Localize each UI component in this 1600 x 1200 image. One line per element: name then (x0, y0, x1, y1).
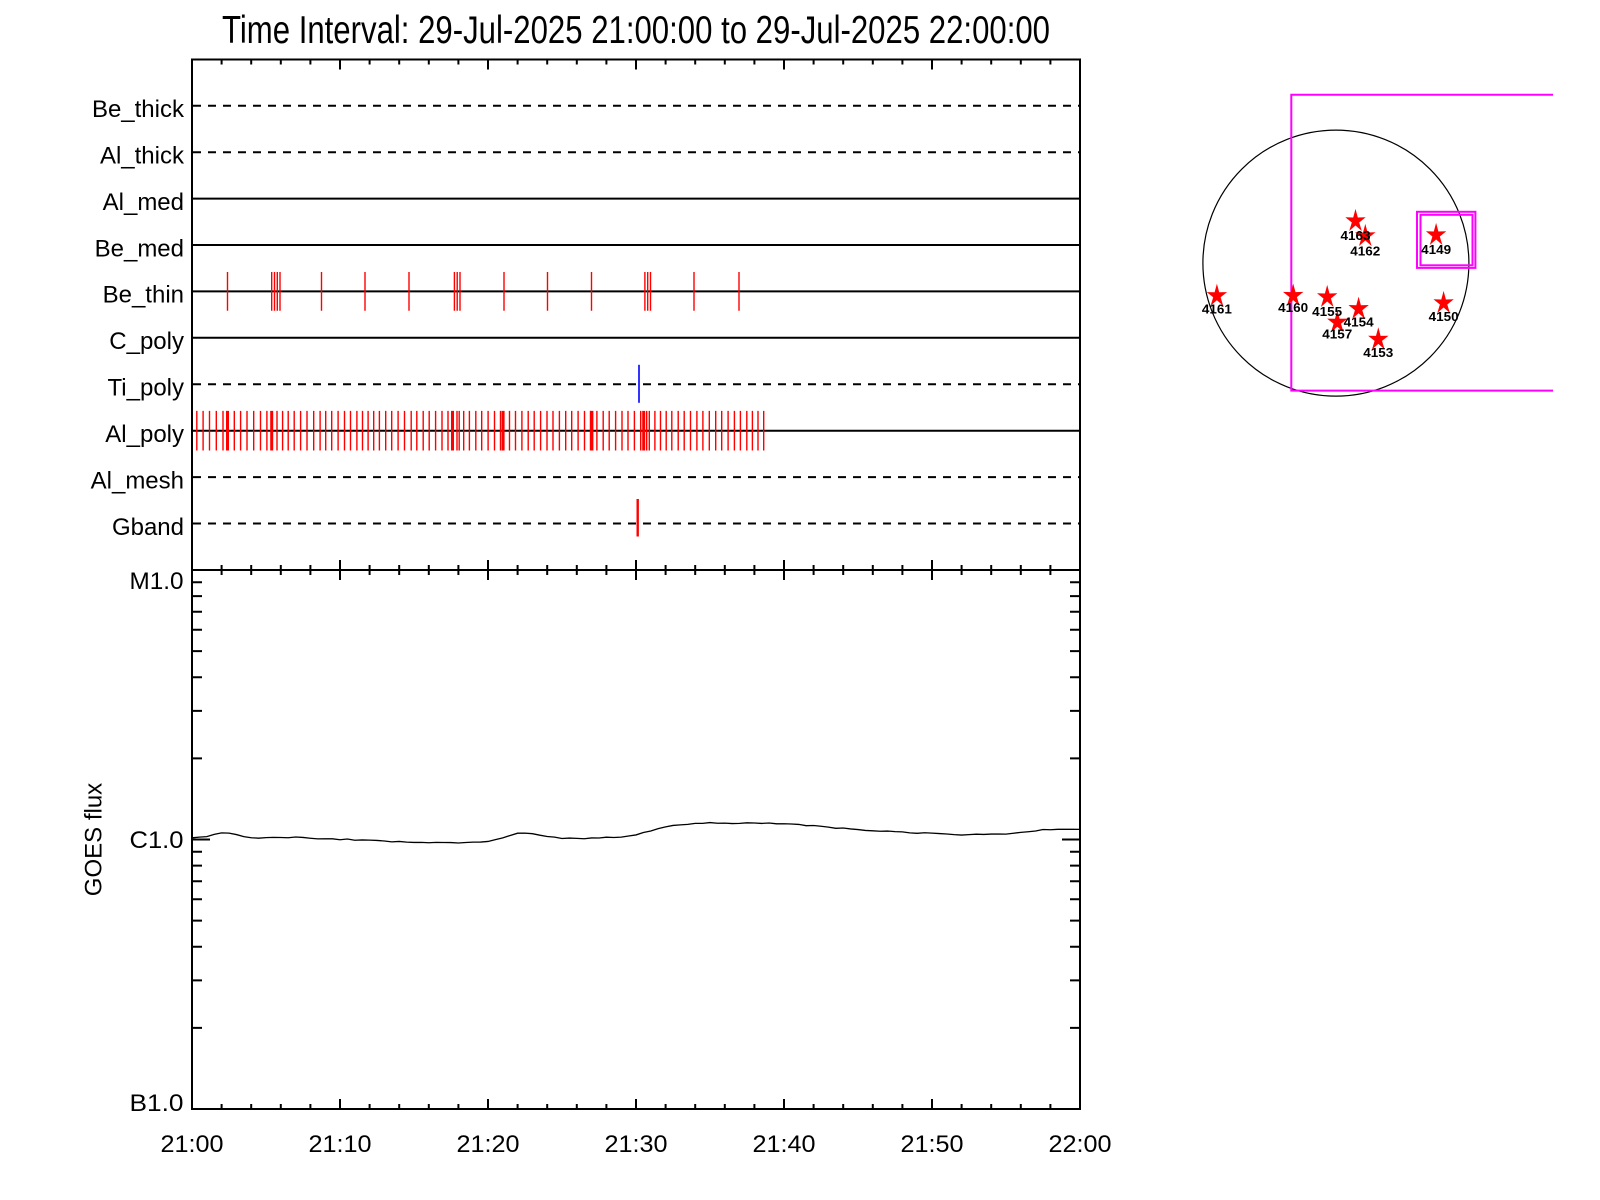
svg-text:Al_med: Al_med (103, 189, 184, 216)
svg-text:C_poly: C_poly (109, 328, 184, 355)
svg-text:M1.0: M1.0 (130, 568, 184, 595)
svg-text:4150: 4150 (1429, 309, 1459, 324)
svg-text:4154: 4154 (1344, 315, 1375, 330)
svg-text:Ti_poly: Ti_poly (108, 375, 184, 402)
svg-text:Al_mesh: Al_mesh (91, 467, 184, 494)
svg-text:Al_poly: Al_poly (105, 421, 184, 448)
svg-text:4149: 4149 (1421, 242, 1451, 257)
svg-text:Be_thick: Be_thick (92, 96, 185, 123)
svg-text:C1.0: C1.0 (130, 827, 184, 854)
svg-text:4160: 4160 (1278, 300, 1308, 315)
svg-text:GOES flux: GOES flux (81, 783, 108, 896)
svg-text:21:00: 21:00 (161, 1131, 224, 1158)
svg-text:4157: 4157 (1322, 326, 1352, 341)
svg-text:21:40: 21:40 (753, 1131, 816, 1158)
svg-text:4163: 4163 (1341, 228, 1371, 243)
svg-text:4153: 4153 (1363, 345, 1393, 360)
svg-text:4162: 4162 (1350, 244, 1380, 259)
svg-text:4161: 4161 (1202, 302, 1232, 317)
svg-text:21:10: 21:10 (309, 1131, 372, 1158)
svg-text:Time Interval: 29-Jul-2025 21:: Time Interval: 29-Jul-2025 21:00:00 to 2… (222, 9, 1050, 52)
svg-text:Gband: Gband (112, 514, 184, 541)
svg-text:22:00: 22:00 (1049, 1131, 1112, 1158)
svg-text:21:30: 21:30 (605, 1131, 668, 1158)
svg-text:21:50: 21:50 (901, 1131, 964, 1158)
svg-text:Be_med: Be_med (95, 235, 184, 262)
svg-text:4155: 4155 (1312, 304, 1342, 319)
svg-text:Al_thick: Al_thick (100, 143, 185, 170)
svg-text:Be_thin: Be_thin (103, 282, 184, 309)
svg-text:21:20: 21:20 (457, 1131, 520, 1158)
svg-text:B1.0: B1.0 (130, 1090, 184, 1117)
